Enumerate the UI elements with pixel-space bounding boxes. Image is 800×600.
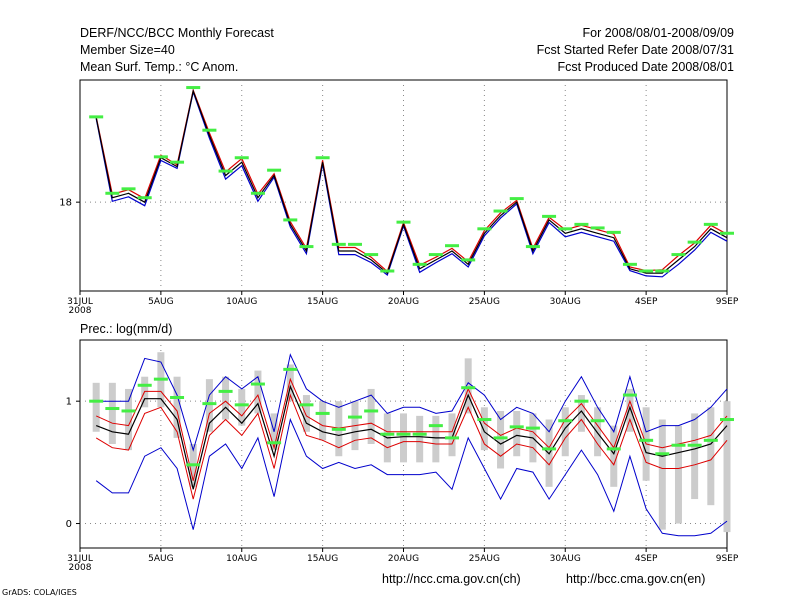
spread-box bbox=[707, 407, 715, 506]
precip-panel-title: Prec.: log(mm/d) bbox=[80, 322, 172, 336]
spread-lower-line bbox=[95, 89, 728, 278]
x-tick-label: 9SEP bbox=[716, 554, 739, 564]
spread-box bbox=[92, 382, 100, 432]
produced-date: Fcst Produced Date 2008/08/01 bbox=[557, 60, 734, 74]
y-tick-label: 1 bbox=[66, 397, 72, 408]
x-tick-label: 10AUG bbox=[226, 297, 257, 307]
spread-box bbox=[416, 415, 424, 463]
spread-box bbox=[626, 388, 634, 432]
x-tick-label: 30AUG bbox=[550, 554, 581, 564]
x-tick-label: 31JUL bbox=[67, 297, 93, 307]
x-tick-label: 30AUG bbox=[550, 297, 581, 307]
ensemble-mean-line bbox=[95, 384, 728, 490]
spread-box bbox=[302, 395, 310, 432]
variable-label: Mean Surf. Temp.: °C Anom. bbox=[80, 60, 239, 74]
spread-box bbox=[577, 395, 585, 432]
spread-box bbox=[367, 388, 375, 444]
spread-box bbox=[691, 413, 699, 500]
spread-box bbox=[480, 407, 488, 451]
spread-box bbox=[610, 425, 618, 487]
spread-box bbox=[464, 358, 472, 414]
spread-box bbox=[238, 388, 246, 426]
spread-box bbox=[658, 419, 666, 530]
grads-credit: GrADS: COLA/IGES bbox=[2, 588, 77, 597]
spread-box bbox=[594, 407, 602, 457]
x-tick-label: 15AUG bbox=[307, 554, 338, 564]
x-tick-label: 31JUL bbox=[67, 554, 93, 564]
temperature-panel: 31JUL 5AUG 10AUG 15AUG 20AUG 25AUG 30AUG 4SEP 9S… bbox=[59, 79, 739, 316]
forecast-period: For 2008/08/01-2008/09/09 bbox=[582, 26, 734, 40]
ensemble-mean-line bbox=[95, 88, 728, 275]
started-date: Fcst Started Refer Date 2008/07/31 bbox=[536, 43, 734, 57]
x-tick-label: 25AUG bbox=[469, 297, 500, 307]
spread-box bbox=[561, 407, 569, 457]
spread-box bbox=[205, 379, 213, 432]
x-tick-label: 4SEP bbox=[635, 554, 658, 564]
min-line bbox=[95, 417, 728, 537]
spread-box bbox=[125, 388, 133, 451]
x-tick-label: 20AUG bbox=[388, 554, 419, 564]
member-size-label: Member Size=40 bbox=[80, 43, 175, 57]
spread-box bbox=[222, 376, 230, 420]
precipitation-panel: 31JUL 5AUG 10AUG 15AUG 20AUG 25AUG 30AUG 4SEP 9S… bbox=[66, 339, 739, 573]
x-tick-label: 9SEP bbox=[716, 297, 739, 307]
spread-box bbox=[448, 413, 456, 457]
x-year-label: 2008 bbox=[69, 563, 92, 573]
x-tick-label: 10AUG bbox=[226, 554, 257, 564]
spread-box bbox=[674, 425, 682, 524]
spread-box bbox=[723, 401, 731, 533]
x-tick-label: 5AUG bbox=[148, 554, 173, 564]
spread-box bbox=[254, 370, 262, 414]
spread-box bbox=[319, 401, 327, 441]
x-tick-label: 4SEP bbox=[635, 297, 658, 307]
spread-box bbox=[286, 364, 294, 402]
spread-box bbox=[513, 410, 521, 457]
url-english[interactable]: http://bcc.cma.gov.cn(en) bbox=[566, 572, 706, 586]
url-chinese[interactable]: http://ncc.cma.gov.cn(ch) bbox=[382, 572, 521, 586]
x-year-label: 2008 bbox=[69, 306, 92, 316]
y-tick-label: 18 bbox=[59, 198, 72, 209]
spread-box bbox=[108, 382, 116, 444]
x-tick-label: 15AUG bbox=[307, 297, 338, 307]
spread-box bbox=[400, 413, 407, 463]
x-tick-label: 20AUG bbox=[388, 297, 419, 307]
spread-upper-line bbox=[95, 88, 728, 273]
x-tick-label: 25AUG bbox=[469, 554, 500, 564]
y-tick-label: 0 bbox=[66, 519, 72, 530]
x-tick-label: 5AUG bbox=[148, 297, 173, 307]
spread-upper-line bbox=[95, 377, 728, 481]
spread-box bbox=[432, 415, 440, 463]
forecast-title: DERF/NCC/BCC Monthly Forecast bbox=[80, 26, 274, 40]
spread-box bbox=[497, 410, 505, 469]
spread-box bbox=[173, 376, 181, 438]
spread-lower-line bbox=[95, 393, 728, 500]
max-line bbox=[96, 353, 728, 452]
